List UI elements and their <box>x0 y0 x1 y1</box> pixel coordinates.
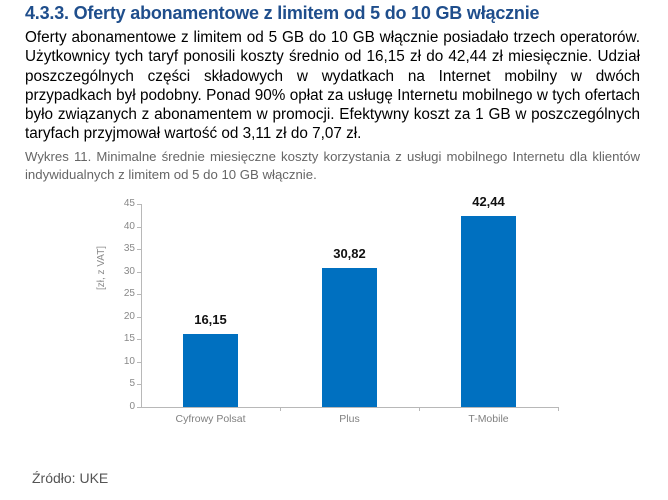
y-tick-mark <box>137 226 141 228</box>
chart-caption: Wykres 11. Minimalne średnie miesięczne … <box>25 149 640 182</box>
y-tick-label: 40 <box>123 220 135 232</box>
bar-plus <box>322 267 377 407</box>
x-category-label: T-Mobile <box>468 413 509 425</box>
y-tick-mark <box>137 407 141 408</box>
y-tick-label: 35 <box>123 243 135 255</box>
y-tick-mark <box>137 384 141 386</box>
y-tick-mark <box>137 316 141 318</box>
y-tick-mark <box>137 271 141 273</box>
y-tick-label: 45 <box>123 198 135 209</box>
section-paragraph: Oferty abonamentowe z limitem od 5 GB do… <box>25 29 640 143</box>
x-category-label: Plus <box>339 413 360 425</box>
x-category-label: Cyfrowy Polsat <box>175 413 246 425</box>
y-tick-mark <box>137 361 141 363</box>
section-title: 4.3.3. Oferty abonamentowe z limitem od … <box>25 3 540 23</box>
bar-value-label: 16,15 <box>194 312 227 328</box>
y-tick-label: 25 <box>123 288 135 300</box>
y-tick-mark <box>137 294 141 296</box>
y-tick-label: 15 <box>123 333 135 345</box>
bar-t-mobile <box>461 215 516 407</box>
y-tick-label: 5 <box>129 378 135 390</box>
source-note: Źródło: UKE <box>32 470 109 486</box>
x-tick-mark <box>419 407 420 411</box>
bar-value-label: 42,44 <box>472 193 505 209</box>
bar-value-label: 30,82 <box>333 245 366 261</box>
bar-cyfrowy-polsat <box>183 334 238 407</box>
y-tick-mark <box>137 249 141 251</box>
x-tick-mark <box>558 407 559 411</box>
y-tick-label: 20 <box>123 310 135 322</box>
y-tick-label: 10 <box>123 355 135 367</box>
y-tick-label: 30 <box>123 265 135 277</box>
x-tick-mark <box>280 407 281 411</box>
y-tick-label: 0 <box>129 401 135 412</box>
x-axis-line <box>141 407 559 408</box>
y-tick-mark <box>137 339 141 341</box>
y-tick-mark <box>137 204 141 205</box>
y-axis-line <box>141 204 142 408</box>
